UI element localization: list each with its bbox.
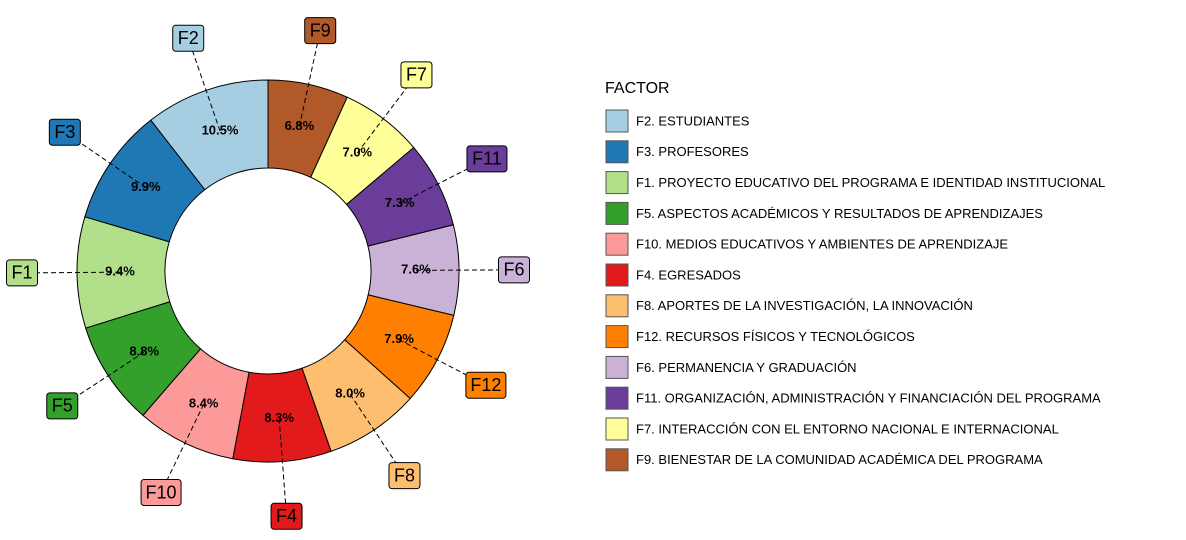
legend-key [605, 417, 629, 441]
category-box [172, 24, 205, 52]
category-box [388, 462, 421, 490]
value-label: 8.4% [189, 396, 219, 411]
donut-segment [150, 79, 269, 191]
legend-label: F4. EGRESADOS [636, 267, 741, 282]
value-label: 8.3% [264, 410, 294, 425]
legend-key [605, 386, 629, 410]
category-label: F3 [54, 122, 75, 142]
value-label: 9.9% [131, 179, 161, 194]
legend-label: F12. RECURSOS FÍSICOS Y TECNOLÓGICOS [636, 329, 915, 344]
category-label: F4 [276, 506, 297, 526]
category-label: F6 [503, 260, 524, 280]
category-label: F9 [310, 20, 331, 40]
category-box [497, 256, 530, 284]
category-box [304, 17, 337, 45]
legend-label: F7. INTERACCIÓN CON EL ENTORNO NACIONAL … [636, 421, 1059, 436]
segments [76, 79, 460, 463]
legend-key [605, 171, 629, 195]
category-label: F1 [11, 263, 32, 283]
legend-key [605, 201, 629, 225]
legend-label: F8. APORTES DE LA INVESTIGACIÓN, LA INNO… [636, 298, 973, 313]
leader-line [278, 418, 288, 517]
legend-label: F1. PROYECTO EDUCATIVO DEL PROGRAMA E ID… [636, 175, 1105, 190]
category-box [140, 479, 182, 507]
legend-key [605, 294, 629, 318]
labels: 6.8% F9 7.0% F7 7.3% F11 7.6% F6 7.9% F12 8.0% F8 8.… [6, 17, 530, 530]
legend-key [605, 355, 629, 379]
legend-label: F3. PROFESORES [636, 144, 749, 159]
value-label: 8.8% [129, 344, 159, 359]
legend-key [605, 325, 629, 349]
value-label: 7.6% [401, 262, 431, 277]
category-box [270, 502, 303, 530]
legend-label: F5. ASPECTOS ACADÉMICOS Y RESULTADOS DE … [636, 206, 1043, 221]
value-label: 10.5% [202, 122, 239, 137]
legend-label: F2. ESTUDIANTES [636, 113, 750, 128]
legend-key [605, 448, 629, 472]
category-label: F7 [406, 65, 427, 85]
legend-label: F11. ORGANIZACIÓN, ADMINISTRACIÓN Y FINA… [636, 391, 1101, 406]
category-box [466, 145, 508, 173]
category-label: F12 [470, 375, 501, 395]
legend-key [605, 232, 629, 256]
category-box [48, 118, 81, 146]
category-label: F2 [178, 28, 199, 48]
legend-label: F6. PERMANENCIA Y GRADUACIÓN [636, 360, 857, 375]
value-label: 7.3% [385, 195, 415, 210]
value-label: 9.4% [105, 264, 135, 279]
value-label: 7.9% [384, 331, 414, 346]
category-label: F5 [52, 396, 73, 416]
leader-line [160, 404, 205, 493]
legend-key [605, 263, 629, 287]
category-box [400, 61, 433, 89]
category-box [465, 371, 507, 399]
category-label: F11 [472, 149, 502, 169]
value-label: 6.8% [285, 118, 315, 133]
category-box [6, 259, 39, 287]
category-box [46, 392, 79, 420]
leader-line [187, 38, 221, 132]
leader-line [298, 30, 321, 127]
value-label: 7.0% [342, 144, 372, 159]
legend-key [605, 109, 629, 133]
legend-label: F9. BIENESTAR DE LA COMUNIDAD ACADÉMICA … [636, 452, 1043, 467]
category-label: F10 [146, 482, 177, 502]
leader-line [349, 393, 405, 476]
legend-title: FACTOR [605, 80, 670, 97]
legend-key [605, 140, 629, 164]
value-label: 8.0% [335, 386, 365, 401]
legend-label: F10. MEDIOS EDUCATIVOS Y AMBIENTES DE AP… [636, 237, 1008, 252]
category-label: F8 [394, 465, 415, 485]
leader-line [22, 271, 121, 274]
